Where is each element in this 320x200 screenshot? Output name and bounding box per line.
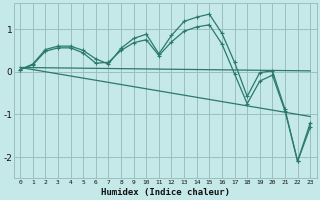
X-axis label: Humidex (Indice chaleur): Humidex (Indice chaleur) [101, 188, 230, 197]
